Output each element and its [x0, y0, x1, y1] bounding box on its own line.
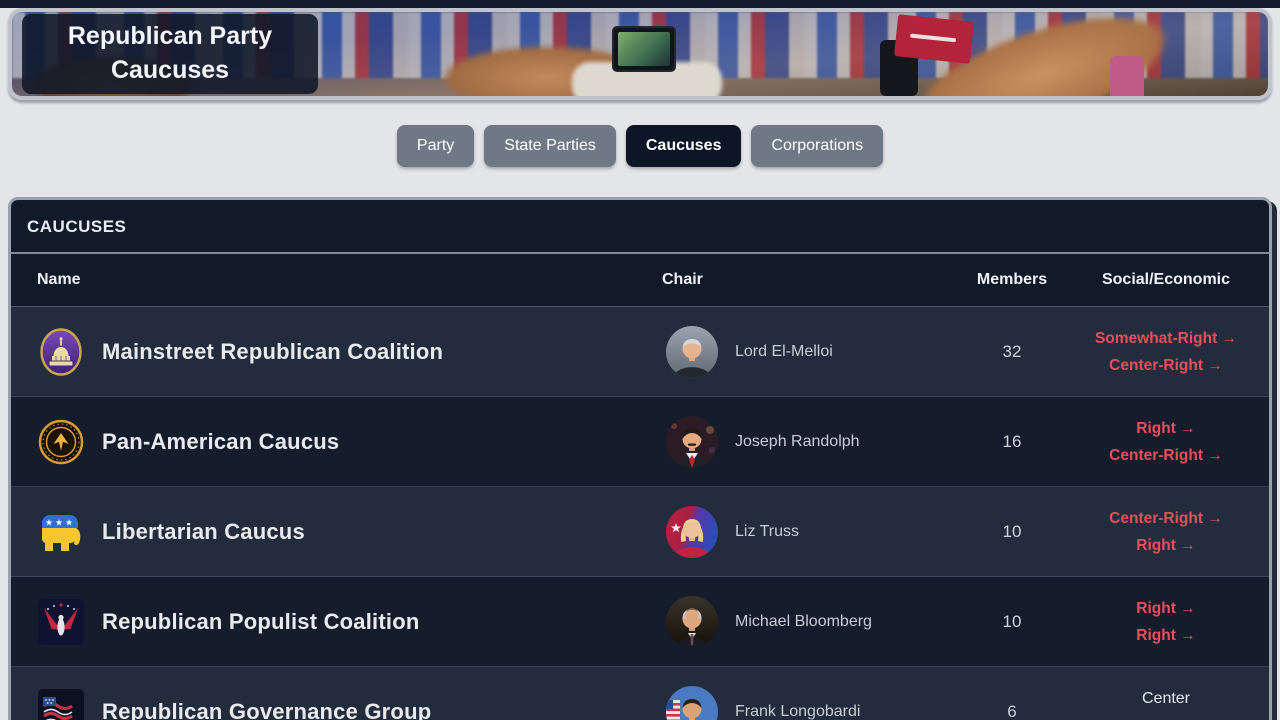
social-economic-cell: Center — [1077, 685, 1255, 720]
caucus-name: Pan-American Caucus — [102, 428, 340, 454]
eagle-emblem-icon — [37, 598, 85, 646]
chair-avatar — [666, 415, 718, 468]
caucus-name: Mainstreet Republican Coalition — [102, 338, 444, 364]
table-row[interactable]: Mainstreet Republican Coalition Lord El-… — [11, 307, 1269, 397]
column-header-chair: Chair — [662, 271, 703, 288]
social-lean: Somewhat-Right → — [1094, 329, 1238, 347]
chair-name: Lord El-Melloi — [735, 342, 833, 360]
tab-caucuses[interactable]: Caucuses — [625, 125, 742, 167]
tab-party[interactable]: Party — [396, 125, 475, 167]
members-count: 6 — [1007, 701, 1017, 720]
page-title: Republican Party Caucuses — [67, 22, 273, 84]
economic-lean: Center-Right → — [1109, 446, 1223, 464]
top-bar — [0, 0, 1280, 8]
tab-state-parties[interactable]: State Parties — [484, 125, 616, 167]
phone — [612, 26, 676, 72]
members-count: 32 — [1002, 341, 1022, 361]
social-lean: Center — [1141, 689, 1191, 707]
section-tabs: Party State Parties Caucuses Corporation… — [0, 125, 1280, 167]
social-economic-cell: Right → Center-Right → — [1077, 415, 1255, 469]
chair-avatar — [666, 595, 718, 648]
chair-avatar — [666, 505, 718, 558]
tab-corporations[interactable]: Corporations — [751, 125, 884, 167]
red-sign — [894, 14, 974, 64]
table-row[interactable]: Republican Governance Group Fra — [11, 667, 1269, 720]
gold-elephant-icon: ★ ★ ★ — [37, 508, 85, 556]
social-economic-cell: Center-Right → Right → — [1077, 505, 1255, 559]
social-economic-cell: Somewhat-Right → Center-Right → — [1077, 325, 1255, 379]
chair-name: Frank Longobardi — [735, 702, 861, 720]
caucus-name: Republican Governance Group — [102, 698, 432, 720]
table-row[interactable]: Republican Populist Coalition — [11, 577, 1269, 667]
chair-avatar — [666, 685, 718, 720]
gold-seal-bird-icon — [37, 418, 85, 466]
phone — [1110, 56, 1144, 96]
banner-title-card: Republican Party Caucuses — [22, 14, 318, 94]
page-banner: Republican Party Caucuses — [8, 8, 1272, 100]
economic-lean: Right → — [1136, 536, 1196, 554]
members-count: 16 — [1002, 431, 1022, 451]
svg-text:★: ★ — [55, 517, 63, 527]
capitol-building-icon — [37, 327, 85, 376]
caucus-name: Libertarian Caucus — [102, 518, 305, 544]
members-count: 10 — [1002, 611, 1022, 631]
table-header: Name Chair Members Social/Economic — [11, 254, 1269, 307]
phone-screen — [618, 32, 670, 66]
economic-lean: Center-Right → — [1109, 356, 1223, 374]
caucuses-panel: CAUCUSES Name Chair Members Social/Econo… — [8, 197, 1272, 720]
social-lean: Right → — [1136, 419, 1196, 437]
table-row[interactable]: ★ ★ ★ Libertarian Caucus — [11, 487, 1269, 577]
chair-name: Michael Bloomberg — [735, 612, 872, 630]
svg-text:★: ★ — [65, 517, 73, 527]
column-header-members: Members — [976, 271, 1048, 288]
social-economic-cell: Right → Right → — [1077, 595, 1255, 649]
svg-text:★: ★ — [45, 517, 53, 527]
members-count: 10 — [1002, 521, 1022, 541]
panel-title: CAUCUSES — [11, 200, 1269, 254]
social-lean: Right → — [1136, 599, 1196, 617]
social-lean: Center-Right → — [1109, 509, 1223, 527]
chair-name: Joseph Randolph — [735, 432, 860, 450]
caucus-name: Republican Populist Coalition — [102, 608, 420, 634]
chair-name: Liz Truss — [735, 522, 800, 540]
economic-lean: Right → — [1136, 626, 1196, 644]
column-header-name: Name — [37, 271, 81, 288]
table-row[interactable]: Pan-American Caucus Joseph Rand — [11, 397, 1269, 487]
chair-avatar — [666, 325, 718, 378]
column-header-social-economic: Social/Economic — [1101, 271, 1231, 288]
wavy-flag-icon — [37, 688, 85, 720]
